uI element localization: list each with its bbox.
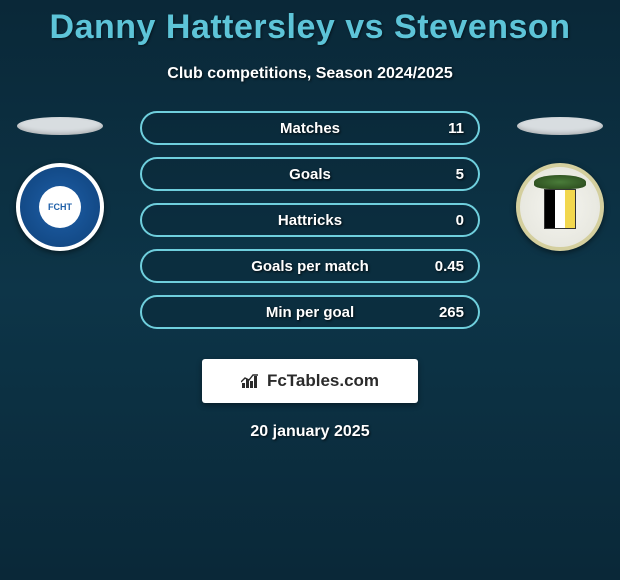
comparison-area: Matches 11 Goals 5 Hattricks 0 Goals per… bbox=[0, 111, 620, 341]
club-logo-solihull bbox=[516, 163, 604, 251]
placeholder-pill-right bbox=[517, 117, 603, 135]
stat-value-right: 11 bbox=[448, 120, 464, 137]
subtitle: Club competitions, Season 2024/2025 bbox=[0, 65, 620, 83]
stat-row-goals-per-match: Goals per match 0.45 bbox=[140, 249, 480, 283]
stat-row-min-per-goal: Min per goal 265 bbox=[140, 295, 480, 329]
club-logo-halifax bbox=[16, 163, 104, 251]
stats-list: Matches 11 Goals 5 Hattricks 0 Goals per… bbox=[140, 111, 480, 341]
stat-label: Hattricks bbox=[278, 212, 342, 229]
branding-badge: FcTables.com bbox=[202, 359, 418, 403]
branding-text: FcTables.com bbox=[267, 371, 379, 391]
stat-row-matches: Matches 11 bbox=[140, 111, 480, 145]
footer-date: 20 january 2025 bbox=[0, 423, 620, 441]
stat-value-right: 0 bbox=[456, 212, 464, 229]
stat-label: Goals bbox=[289, 166, 331, 183]
stat-value-right: 5 bbox=[456, 166, 464, 183]
player-left-column bbox=[0, 111, 120, 251]
page-title: Danny Hattersley vs Stevenson bbox=[0, 0, 620, 47]
bar-chart-icon bbox=[241, 373, 261, 389]
placeholder-pill-left bbox=[17, 117, 103, 135]
stat-row-goals: Goals 5 bbox=[140, 157, 480, 191]
stat-value-right: 265 bbox=[439, 304, 464, 321]
player-right-column bbox=[500, 111, 620, 251]
stat-value-right: 0.45 bbox=[435, 258, 464, 275]
stat-row-hattricks: Hattricks 0 bbox=[140, 203, 480, 237]
stat-label: Min per goal bbox=[266, 304, 354, 321]
stat-label: Matches bbox=[280, 120, 340, 137]
stat-label: Goals per match bbox=[251, 258, 369, 275]
